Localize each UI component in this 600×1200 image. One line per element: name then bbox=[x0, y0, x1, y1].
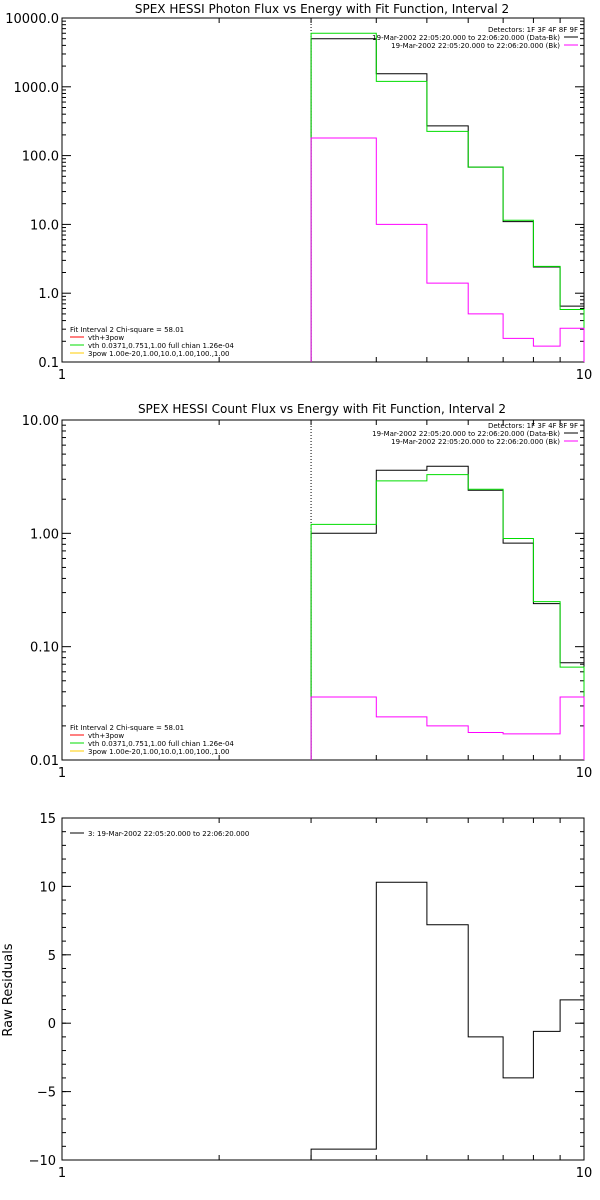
y-tick-label: 1.0 bbox=[38, 287, 59, 302]
y-tick-label: 1000.0 bbox=[14, 81, 60, 96]
series-1-step-line bbox=[310, 32, 585, 362]
y-tick-label: 0.10 bbox=[30, 641, 59, 656]
y-tick-label: −10 bbox=[29, 1154, 56, 1169]
y-tick-label: 10000.0 bbox=[5, 12, 59, 27]
y-tick-label: 5 bbox=[48, 949, 56, 964]
series-2-step-line bbox=[310, 696, 585, 760]
legend-fit-interval: Fit Interval 2 Chi-square = 58.01 bbox=[70, 326, 184, 334]
chart-title: SPEX HESSI Count Flux vs Energy with Fit… bbox=[138, 402, 506, 416]
series-0-step-line bbox=[310, 465, 585, 760]
x-tick-label: 1 bbox=[58, 766, 66, 781]
y-tick-label: −5 bbox=[37, 1086, 56, 1101]
legend-model: vth+3pow bbox=[88, 334, 124, 342]
series-1-step-line bbox=[310, 474, 585, 760]
plot-frame bbox=[61, 419, 585, 761]
y-tick-label: 1.00 bbox=[30, 527, 59, 542]
y-tick-label: 0 bbox=[48, 1017, 56, 1032]
legend-model: vth+3pow bbox=[88, 732, 124, 740]
x-tick-label: 10 bbox=[576, 368, 593, 383]
x-tick-label: 1 bbox=[58, 368, 66, 383]
series-2-step-line bbox=[310, 137, 585, 362]
legend-bk: 19-Mar-2002 22:05:20.000 to 22:06:20.000… bbox=[391, 438, 560, 446]
x-tick-label: 10 bbox=[576, 766, 593, 781]
series-0-step-line bbox=[310, 38, 585, 362]
legend-vth: vth 0.0371,0.751,1.00 full chian 1.26e-0… bbox=[88, 342, 234, 350]
y-tick-label: 10 bbox=[39, 880, 56, 895]
y-axis-label: Raw Residuals bbox=[1, 943, 16, 1036]
legend-vth: vth 0.0371,0.751,1.00 full chian 1.26e-0… bbox=[88, 740, 234, 748]
plot-frame bbox=[61, 817, 585, 1161]
legend-3pow: 3pow 1.00e-20,1.00,10.0,1.00,100.,1.00 bbox=[88, 350, 230, 358]
series-0-step-line bbox=[310, 881, 585, 1160]
y-tick-label: 100.0 bbox=[22, 150, 59, 165]
y-tick-label: 0.01 bbox=[30, 754, 59, 769]
x-tick-label: 10 bbox=[576, 1166, 593, 1181]
residuals-panel: Raw Residuals 3: 19-Mar-2002 22:05:20.00… bbox=[1, 812, 592, 1181]
y-tick-label: 0.1 bbox=[38, 356, 59, 371]
legend-data-bk: 19-Mar-2002 22:05:20.000 to 22:06:20.000… bbox=[372, 34, 560, 42]
x-tick-label: 1 bbox=[58, 1166, 66, 1181]
plot-frame bbox=[61, 17, 585, 363]
legend-detectors: Detectors: 1F 3F 4F 8F 9F bbox=[488, 422, 578, 430]
legend-bk: 19-Mar-2002 22:05:20.000 to 22:06:20.000… bbox=[391, 42, 560, 50]
chart-title: SPEX HESSI Photon Flux vs Energy with Fi… bbox=[135, 2, 509, 16]
legend-detectors: Detectors: 1F 3F 4F 8F 9F bbox=[488, 26, 578, 34]
legend-fit-interval: Fit Interval 2 Chi-square = 58.01 bbox=[70, 724, 184, 732]
y-tick-label: 10.00 bbox=[22, 414, 59, 429]
y-tick-label: 10.0 bbox=[30, 218, 59, 233]
photon-flux-panel: SPEX HESSI Photon Flux vs Energy with Fi… bbox=[5, 2, 592, 383]
count-flux-panel: SPEX HESSI Count Flux vs Energy with Fit… bbox=[22, 402, 592, 781]
legend-3pow: 3pow 1.00e-20,1.00,10.0,1.00,100.,1.00 bbox=[88, 748, 230, 756]
legend-interval: 3: 19-Mar-2002 22:05:20.000 to 22:06:20.… bbox=[88, 830, 249, 838]
legend-data-bk: 19-Mar-2002 22:05:20.000 to 22:06:20.000… bbox=[372, 430, 560, 438]
y-tick-label: 15 bbox=[39, 812, 56, 827]
